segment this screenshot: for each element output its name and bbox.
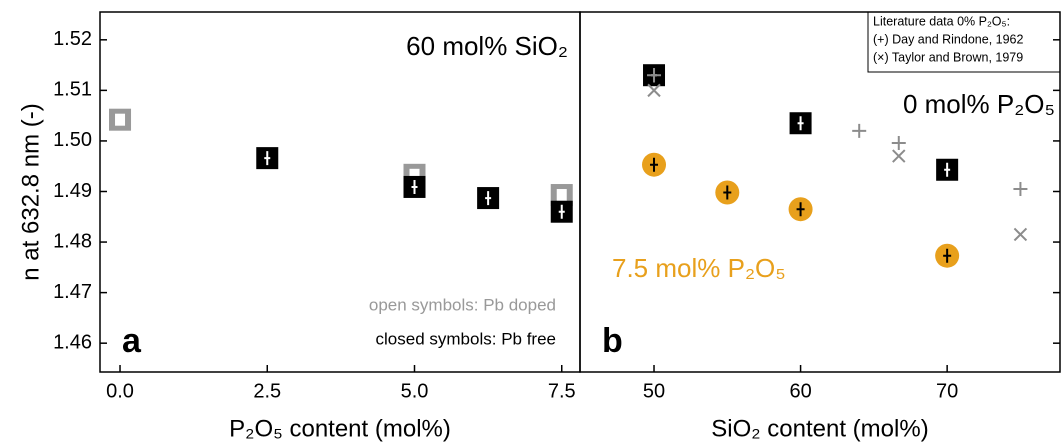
x-tick-label: 7.5: [548, 380, 576, 402]
marker-detail: [796, 202, 805, 217]
marker-detail: [650, 157, 659, 172]
y-tick-label: 1.48: [53, 230, 92, 252]
marker-detail: [556, 189, 567, 202]
y-tick-label: 1.50: [53, 129, 92, 151]
series-label: 7.5 mol% P₂O₅: [612, 253, 786, 283]
x-axis-title: SiO₂ content (mol%): [711, 415, 928, 442]
marker-detail: [485, 191, 492, 206]
marker-detail: [115, 113, 126, 126]
x-axis-title: P₂O₅ content (mol%): [229, 415, 451, 442]
series-label: (×) Taylor and Brown, 1979: [873, 50, 1023, 64]
y-tick-label: 1.47: [53, 281, 92, 303]
marker: [892, 149, 906, 163]
x-tick-label: 50: [643, 380, 665, 402]
marker: [647, 68, 662, 83]
y-tick-label: 1.46: [53, 331, 92, 353]
plot-frame: [99, 11, 581, 373]
series-label: open symbols: Pb doped: [369, 295, 556, 314]
marker-detail: [409, 168, 420, 181]
y-tick-label: 1.49: [53, 180, 92, 202]
marker: [1013, 227, 1028, 242]
marker-detail: [264, 151, 271, 166]
marker: [852, 123, 867, 138]
marker-detail: [411, 179, 418, 194]
marker-detail: [797, 116, 804, 131]
y-axis-title: n at 632.8 nm (-): [17, 103, 44, 280]
legend-title: Literature data 0% P₂O₅:: [873, 14, 1010, 28]
x-tick-label: 0.0: [106, 380, 134, 402]
y-tick-label: 1.51: [53, 79, 92, 101]
marker: [891, 135, 906, 150]
annotation: 60 mol% SiO₂: [406, 31, 568, 61]
panel-label: a: [122, 322, 142, 360]
marker-detail: [943, 248, 952, 263]
y-tick-label: 1.52: [53, 28, 92, 50]
x-tick-label: 5.0: [401, 380, 429, 402]
panel-label: b: [602, 322, 623, 360]
series-label: closed symbols: Pb free: [376, 329, 556, 348]
marker-detail: [944, 162, 951, 177]
marker-detail: [723, 185, 732, 200]
x-tick-label: 70: [936, 380, 958, 402]
marker-detail: [558, 204, 565, 219]
legend-box: [867, 11, 1061, 73]
x-tick-label: 2.5: [253, 380, 281, 402]
marker: [1013, 181, 1028, 196]
series-label: (+) Day and Rindone, 1962: [873, 32, 1023, 46]
marker: [647, 83, 661, 98]
series-label: 0 mol% P₂O₅: [903, 89, 1055, 119]
x-tick-label: 60: [789, 380, 811, 402]
